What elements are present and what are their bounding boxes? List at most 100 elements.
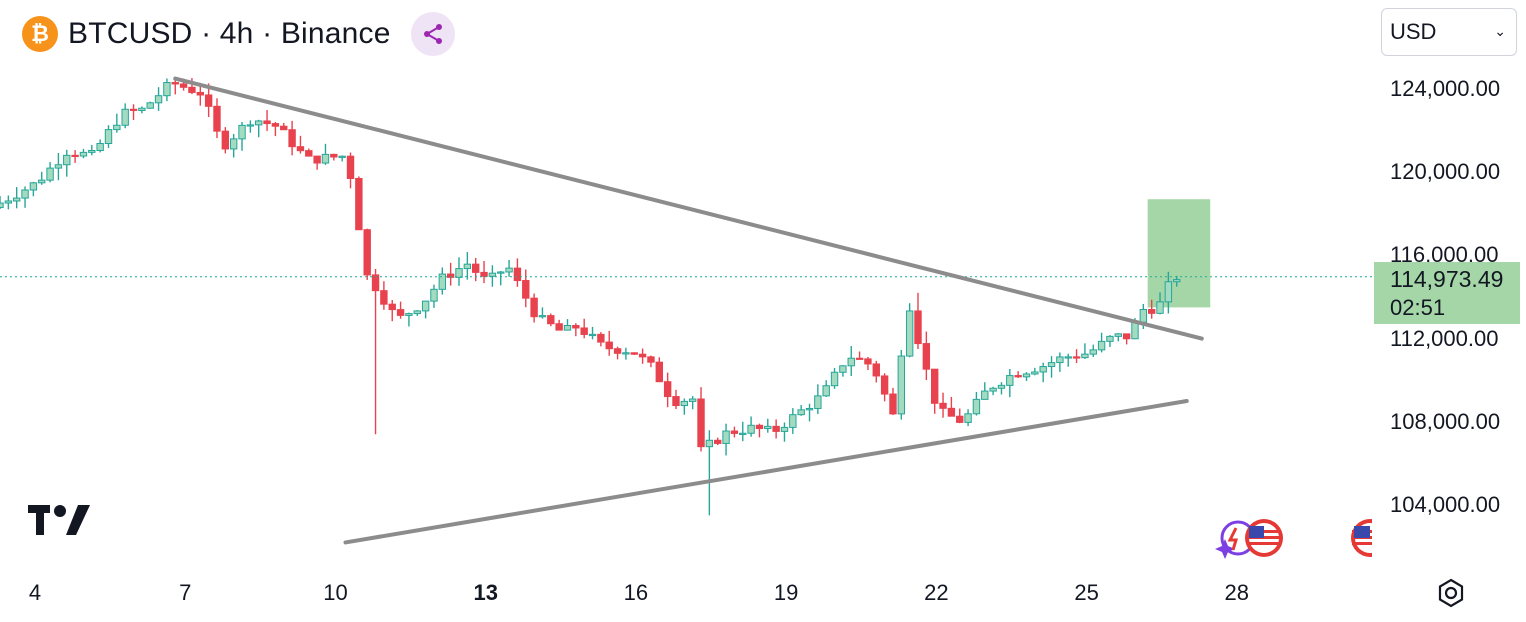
chart-title: BTCUSD · 4h · Binance <box>68 17 391 50</box>
candle <box>271 122 280 137</box>
candle <box>154 87 163 111</box>
candle-body <box>880 375 889 395</box>
candle-body <box>630 352 638 355</box>
candle-body <box>271 123 280 127</box>
candle <box>421 300 430 319</box>
candle-body <box>430 288 438 302</box>
candle-body <box>79 151 88 157</box>
time-tick-label: 16 <box>623 580 649 605</box>
candle-body <box>296 146 305 152</box>
candle-body <box>255 120 263 126</box>
candle-body <box>188 86 196 93</box>
candle-body <box>672 396 680 407</box>
candle <box>1122 333 1131 345</box>
candle <box>221 127 230 154</box>
candle-body <box>605 341 613 350</box>
candle <box>572 323 580 337</box>
candle-body <box>330 153 338 158</box>
candle <box>213 98 221 139</box>
candle-body <box>1131 321 1139 340</box>
candle <box>697 387 705 452</box>
candle <box>54 153 63 181</box>
candle <box>588 326 597 340</box>
candle <box>789 408 797 434</box>
us-flag-event-icon[interactable] <box>1208 516 1288 565</box>
candle <box>930 368 939 414</box>
candle <box>280 122 288 131</box>
candle-body <box>4 200 13 204</box>
candle <box>764 418 772 433</box>
candle <box>296 135 305 154</box>
candle-body <box>705 439 714 448</box>
candle-body <box>1022 373 1031 378</box>
candle-body <box>1106 335 1114 342</box>
candle <box>605 330 613 356</box>
candle-body <box>505 267 513 273</box>
candle-body <box>580 327 588 335</box>
candle-body <box>29 182 38 191</box>
candle <box>939 392 947 418</box>
time-tick-label: 19 <box>773 580 799 605</box>
candle <box>1114 333 1122 342</box>
candle <box>338 155 346 162</box>
candle <box>989 386 997 396</box>
bar-countdown: 02:51 <box>1390 295 1446 320</box>
candle <box>872 360 880 383</box>
settings-icon[interactable] <box>1436 578 1466 613</box>
candle-body <box>46 167 54 181</box>
tradingview-logo[interactable] <box>28 503 92 542</box>
candle-body <box>747 424 755 434</box>
candle-body <box>939 402 947 409</box>
candle <box>288 120 296 156</box>
candle-body <box>555 323 563 331</box>
candle-body <box>739 432 747 435</box>
share-icon[interactable] <box>410 12 455 56</box>
candle-body <box>288 129 296 148</box>
candle <box>163 78 171 102</box>
candle-body <box>446 273 455 278</box>
candle <box>847 346 855 376</box>
candle <box>663 372 672 408</box>
chart-header: ₿ BTCUSD · 4h · Binance <box>22 12 455 56</box>
candle-body <box>1014 375 1022 378</box>
candle-body <box>772 425 780 432</box>
candle-body <box>238 124 246 140</box>
candle <box>747 416 755 437</box>
candle <box>864 356 872 370</box>
us-flag-event-icon[interactable] <box>1348 516 1389 565</box>
candle <box>797 405 805 416</box>
candle-body <box>730 430 739 434</box>
candle <box>688 396 697 410</box>
candle-body <box>421 300 430 312</box>
candle <box>1173 275 1181 287</box>
time-tick-label: 25 <box>1074 580 1099 605</box>
candle-body <box>38 179 46 184</box>
candle-body <box>196 91 204 96</box>
candle-body <box>989 387 997 392</box>
candle <box>597 332 605 347</box>
candle <box>964 409 972 427</box>
time-tick-label: 28 <box>1224 580 1250 605</box>
candle <box>956 408 964 424</box>
candle-body <box>922 343 931 370</box>
candle <box>146 101 154 109</box>
candle-body <box>104 129 113 145</box>
candle <box>1072 349 1081 364</box>
target-zone <box>1147 199 1211 308</box>
currency-select[interactable]: USD ⌄ <box>1381 8 1517 56</box>
candle-body <box>0 202 4 209</box>
candle <box>1081 343 1089 359</box>
candle-body <box>313 155 321 164</box>
candle <box>188 78 196 95</box>
candle-body <box>471 263 480 273</box>
candle-body <box>981 390 989 400</box>
candle <box>313 155 321 170</box>
candle-body <box>380 290 388 305</box>
candle <box>880 373 889 402</box>
candle-body <box>688 398 697 402</box>
candle-body <box>1139 309 1148 323</box>
candle <box>263 110 271 131</box>
candle-body <box>1156 301 1164 314</box>
candle <box>438 267 447 295</box>
